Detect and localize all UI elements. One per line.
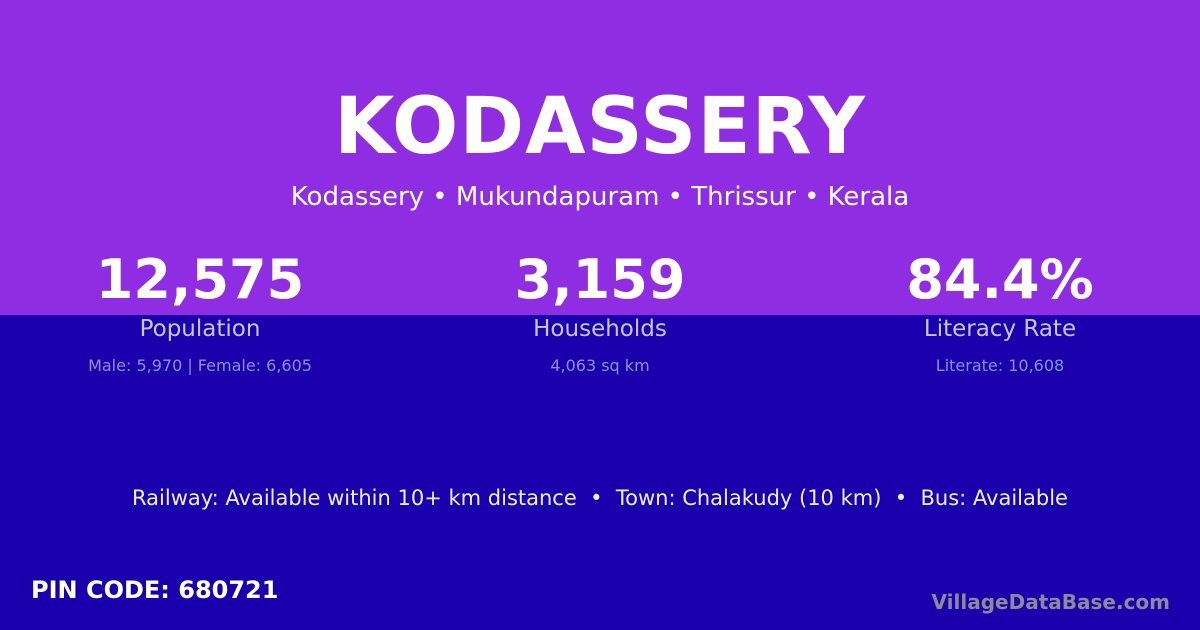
- stat-detail: Literate: 10,608: [935, 356, 1065, 375]
- stat-value: 84.4%: [906, 248, 1094, 311]
- stat-households: 3,159 Households 4,063 sq km: [400, 248, 800, 375]
- stat-detail: Male: 5,970 | Female: 6,605: [88, 356, 312, 375]
- stat-literacy: 84.4% Literacy Rate Literate: 10,608: [800, 248, 1200, 375]
- facilities-line: Railway: Available within 10+ km distanc…: [132, 486, 1068, 510]
- header-band: [0, 0, 1200, 315]
- stat-value: 3,159: [514, 248, 686, 311]
- stat-value: 12,575: [95, 248, 305, 311]
- pin-code: PIN CODE: 680721: [31, 576, 279, 604]
- stat-label: Households: [533, 316, 667, 342]
- page-title: KODASSERY: [334, 82, 866, 172]
- stat-label: Population: [139, 316, 261, 342]
- location-breadcrumb: Kodassery • Mukundapuram • Thrissur • Ke…: [290, 182, 910, 212]
- stat-detail: 4,063 sq km: [550, 356, 650, 375]
- stat-label: Literacy Rate: [923, 316, 1077, 342]
- brand-watermark: VillageDataBase.com: [931, 590, 1170, 614]
- stat-population: 12,575 Population Male: 5,970 | Female: …: [0, 248, 400, 375]
